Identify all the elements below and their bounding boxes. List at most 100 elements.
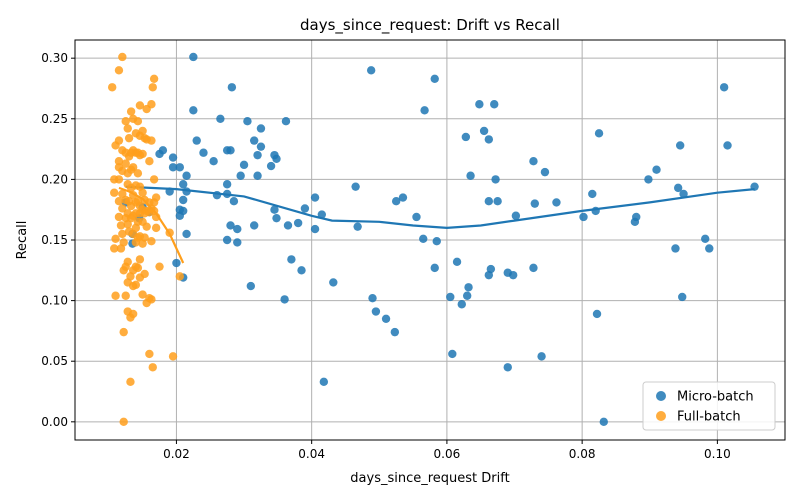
data-point-full-batch bbox=[116, 221, 126, 230]
data-point-micro-batch bbox=[297, 266, 306, 275]
data-point-micro-batch bbox=[280, 295, 289, 304]
data-point-micro-batch bbox=[579, 212, 588, 222]
legend: Micro-batch Full-batch bbox=[642, 381, 776, 431]
y-tick-label: 0.20 bbox=[41, 172, 68, 186]
data-point-micro-batch bbox=[226, 221, 235, 230]
data-point-full-batch bbox=[128, 163, 138, 172]
data-point-full-batch bbox=[121, 117, 130, 126]
data-point-micro-batch bbox=[529, 263, 538, 273]
data-point-micro-batch bbox=[329, 278, 338, 287]
y-tick-label: 0.05 bbox=[41, 354, 68, 368]
data-point-micro-batch bbox=[678, 292, 687, 302]
data-point-full-batch bbox=[175, 272, 185, 281]
data-point-micro-batch bbox=[216, 114, 225, 123]
x-tick-label: 0.10 bbox=[704, 447, 731, 461]
data-point-micro-batch bbox=[466, 171, 475, 180]
legend-label-full-batch: Full-batch bbox=[677, 410, 741, 425]
data-point-micro-batch bbox=[723, 141, 732, 150]
data-point-micro-batch bbox=[272, 213, 281, 223]
data-point-full-batch bbox=[128, 190, 138, 200]
x-tick-label: 0.06 bbox=[434, 447, 461, 461]
data-point-full-batch bbox=[133, 263, 143, 273]
data-point-full-batch bbox=[165, 228, 174, 237]
data-point-micro-batch bbox=[368, 293, 377, 303]
data-point-micro-batch bbox=[530, 199, 540, 208]
y-tick-label: 0.30 bbox=[41, 51, 68, 65]
data-point-micro-batch bbox=[293, 218, 303, 228]
data-point-full-batch bbox=[110, 188, 119, 197]
data-point-full-batch bbox=[118, 204, 127, 213]
data-point-full-batch bbox=[131, 280, 141, 290]
data-point-micro-batch bbox=[233, 238, 242, 247]
data-point-micro-batch bbox=[475, 100, 484, 109]
data-point-micro-batch bbox=[310, 224, 320, 234]
data-point-micro-batch bbox=[253, 150, 262, 160]
data-point-full-batch bbox=[147, 136, 156, 145]
data-point-micro-batch bbox=[300, 204, 310, 213]
data-point-micro-batch bbox=[178, 206, 188, 216]
data-point-micro-batch bbox=[479, 126, 489, 136]
data-point-micro-batch bbox=[270, 205, 279, 214]
data-point-micro-batch bbox=[652, 165, 661, 174]
data-point-micro-batch bbox=[249, 221, 259, 230]
y-tick-label: 0.15 bbox=[41, 233, 68, 247]
data-point-micro-batch bbox=[351, 182, 360, 191]
data-point-micro-batch bbox=[448, 349, 457, 359]
data-point-micro-batch bbox=[266, 161, 276, 171]
data-point-micro-batch bbox=[178, 180, 188, 189]
data-point-micro-batch bbox=[462, 291, 472, 300]
data-point-full-batch bbox=[135, 255, 145, 264]
data-point-micro-batch bbox=[165, 187, 174, 196]
data-point-full-batch bbox=[151, 212, 161, 222]
data-point-micro-batch bbox=[172, 258, 181, 268]
legend-marker-micro-batch bbox=[656, 391, 666, 401]
data-point-full-batch bbox=[149, 74, 159, 83]
data-point-full-batch bbox=[140, 269, 149, 279]
data-point-micro-batch bbox=[222, 189, 232, 199]
data-point-full-batch bbox=[111, 291, 120, 300]
data-point-full-batch bbox=[149, 175, 159, 184]
legend-box bbox=[642, 381, 776, 431]
data-point-full-batch bbox=[124, 133, 134, 143]
data-point-full-batch bbox=[110, 244, 119, 253]
data-point-micro-batch bbox=[233, 224, 242, 234]
data-point-micro-batch bbox=[226, 146, 235, 155]
chart-title: days_since_request: Drift vs Recall bbox=[300, 16, 560, 35]
legend-marker-full-batch bbox=[656, 411, 666, 421]
data-point-micro-batch bbox=[272, 154, 281, 163]
data-point-micro-batch bbox=[182, 229, 191, 239]
data-point-full-batch bbox=[151, 223, 161, 233]
data-point-full-batch bbox=[145, 157, 154, 166]
data-point-micro-batch bbox=[281, 117, 291, 126]
data-point-micro-batch bbox=[236, 171, 245, 180]
data-point-micro-batch bbox=[457, 300, 466, 309]
data-point-full-batch bbox=[123, 124, 132, 133]
data-point-full-batch bbox=[135, 101, 145, 110]
data-point-micro-batch bbox=[529, 157, 538, 166]
y-tick-label: 0.25 bbox=[41, 112, 68, 126]
data-point-full-batch bbox=[147, 100, 156, 109]
data-point-micro-batch bbox=[249, 136, 259, 145]
data-point-full-batch bbox=[114, 136, 124, 145]
data-point-micro-batch bbox=[182, 171, 191, 180]
data-point-micro-batch bbox=[419, 234, 428, 243]
data-point-micro-batch bbox=[222, 235, 232, 245]
data-point-micro-batch bbox=[178, 195, 188, 205]
data-point-micro-batch bbox=[246, 281, 256, 291]
data-point-full-batch bbox=[133, 117, 143, 126]
data-point-full-batch bbox=[114, 66, 124, 75]
data-point-micro-batch bbox=[705, 244, 714, 253]
data-point-micro-batch bbox=[675, 141, 685, 150]
data-point-full-batch bbox=[138, 290, 147, 299]
data-point-micro-batch bbox=[592, 309, 602, 319]
y-tick-label: 0.00 bbox=[41, 415, 68, 429]
data-point-full-batch bbox=[119, 417, 128, 427]
data-point-full-batch bbox=[114, 175, 124, 184]
data-point-micro-batch bbox=[319, 377, 329, 387]
data-point-micro-batch bbox=[484, 135, 494, 144]
data-point-micro-batch bbox=[182, 187, 191, 196]
data-point-micro-batch bbox=[412, 212, 421, 222]
data-point-micro-batch bbox=[430, 74, 439, 83]
data-point-micro-batch bbox=[511, 211, 521, 220]
